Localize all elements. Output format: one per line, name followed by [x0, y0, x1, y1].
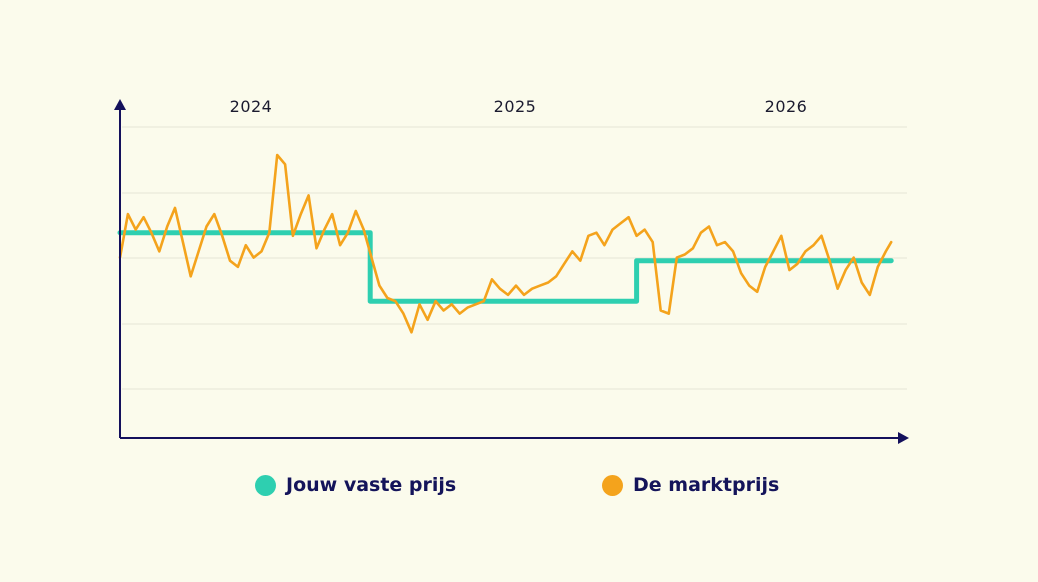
legend-label-market: De marktprijs [633, 474, 780, 496]
series [117, 153, 894, 334]
x-axis-arrow [898, 432, 909, 444]
year-labels: 2024 2025 2026 [230, 97, 808, 116]
year-label-2025: 2025 [494, 97, 537, 116]
legend-swatch-fixed [255, 474, 276, 496]
legend-label-fixed: Jouw vaste prijs [286, 474, 457, 496]
legend-item-market: De marktprijs [602, 474, 779, 496]
legend-swatch-market [602, 474, 623, 496]
gridlines [122, 126, 907, 390]
year-label-2026: 2026 [765, 97, 808, 116]
legend: Jouw vaste prijs De marktprijs [0, 474, 1038, 500]
y-axis-arrow [114, 99, 126, 110]
axes [114, 99, 909, 444]
series-line-market-price [118, 153, 893, 334]
year-label-2024: 2024 [230, 97, 273, 116]
series-line-fixed-price [117, 230, 894, 304]
legend-item-fixed: Jouw vaste prijs [255, 474, 456, 496]
